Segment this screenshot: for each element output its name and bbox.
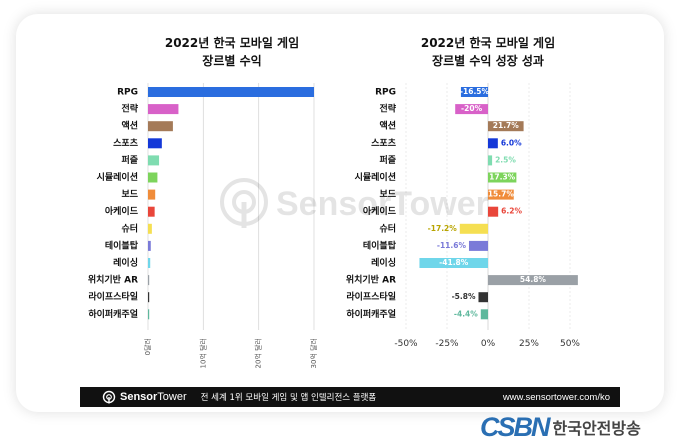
right-value-label: 21.7% xyxy=(493,121,520,130)
right-category-label: 아케이드 xyxy=(363,205,397,217)
left-bar xyxy=(148,172,158,183)
right-category-label: 테이블탑 xyxy=(363,239,397,251)
right-value-label: 6.0% xyxy=(501,138,522,147)
right-x-tick-label: 0% xyxy=(481,339,496,349)
right-x-tick-label: 50% xyxy=(560,339,580,349)
left-bar xyxy=(148,104,179,115)
left-chart: 2022년 한국 모바일 게임 장르별 수익 RPG 전략액션스포츠퍼즐시뮬레이션… xyxy=(88,35,318,368)
left-chart-title-line1: 2022년 한국 모바일 게임 xyxy=(165,35,299,50)
left-category-label: 위치기반 AR xyxy=(88,274,138,286)
brand-tower: Tower xyxy=(157,391,187,403)
right-bar xyxy=(468,240,488,251)
right-category-label: 액션 xyxy=(379,120,396,132)
right-value-label: -5.8% xyxy=(452,292,476,301)
left-x-tick-label: 20억 달러 xyxy=(254,338,263,368)
right-bar xyxy=(459,223,488,234)
right-bar xyxy=(488,206,499,217)
right-category-label: 슈터 xyxy=(379,222,396,234)
left-bar xyxy=(148,206,155,217)
left-category-label: 시뮬레이션 xyxy=(97,171,138,183)
right-value-label: -20% xyxy=(461,104,483,113)
footer-tagline: 전 세계 1위 모바일 게임 및 앱 인텔리전스 플랫폼 xyxy=(200,393,377,403)
left-category-label: 라이프스타일 xyxy=(88,291,138,303)
right-value-label: -41.8% xyxy=(439,258,469,267)
right-bar xyxy=(488,275,578,286)
right-category-label: 전략 xyxy=(379,103,396,115)
broadcaster-name: 한국안전방송 xyxy=(552,419,641,438)
right-value-label: -11.6% xyxy=(437,241,467,250)
right-category-label: 라이프스타일 xyxy=(346,291,396,303)
left-category-label: 스포츠 xyxy=(113,138,139,149)
right-category-label: RPG xyxy=(375,88,396,98)
right-x-tick-label: -50% xyxy=(394,339,418,349)
right-bar xyxy=(488,121,524,132)
right-chart-title-line1: 2022년 한국 모바일 게임 xyxy=(421,35,555,50)
right-value-label: 17.3% xyxy=(489,173,516,182)
right-chart: 2022년 한국 모바일 게임 장르별 수익 성장 성과 -16.5% -20% 2… xyxy=(346,35,581,349)
right-value-label: -17.2% xyxy=(428,224,458,233)
right-category-label: 스포츠 xyxy=(371,138,397,149)
footer-bar: Sensor Tower 전 세계 1위 모바일 게임 및 앱 인텔리전스 플랫폼… xyxy=(80,387,620,407)
right-category-label: 위치기반 AR xyxy=(346,274,396,286)
right-bar xyxy=(460,87,488,97)
right-category-label: 하이퍼캐주얼 xyxy=(346,308,396,320)
right-bar xyxy=(488,172,517,183)
left-category-label: 퍼즐 xyxy=(121,154,138,166)
right-x-tick-label: -25% xyxy=(435,339,459,349)
left-category-label: 하이퍼캐주얼 xyxy=(88,308,138,320)
right-value-label: 15.7% xyxy=(488,190,515,199)
left-category-label: 전략 xyxy=(121,103,138,115)
left-bar xyxy=(148,138,162,149)
right-category-label: 퍼즐 xyxy=(379,154,396,166)
left-bar xyxy=(148,121,173,132)
right-bar xyxy=(488,155,493,166)
csbn-mark: CSBN xyxy=(480,411,551,442)
brand-sensor: Sensor xyxy=(120,391,158,403)
right-value-label: 6.2% xyxy=(501,207,522,216)
left-bar xyxy=(148,292,150,303)
right-bar xyxy=(488,189,514,200)
left-bar xyxy=(148,309,150,320)
left-bar xyxy=(148,258,151,268)
left-x-tick-label: 10억 달러 xyxy=(198,338,207,368)
left-x-tick-label: 0달러 xyxy=(143,338,152,355)
left-category-label: 액션 xyxy=(121,120,138,132)
right-category-label: 시뮬레이션 xyxy=(355,171,396,183)
left-x-tick-label: 30억 달러 xyxy=(309,338,318,368)
right-bar xyxy=(478,292,488,303)
left-category-label: 슈터 xyxy=(121,222,138,234)
right-category-label: 보드 xyxy=(379,189,396,200)
right-bar xyxy=(488,138,498,149)
right-value-label: 2.5% xyxy=(495,155,516,164)
right-bar xyxy=(419,258,488,268)
broadcaster-logo: CSBN 한국안전방송 xyxy=(480,411,641,443)
right-bar xyxy=(455,104,488,115)
right-chart-title-line2: 장르별 수익 성장 성과 xyxy=(432,53,544,68)
right-value-label: -4.4% xyxy=(454,309,478,318)
left-bar xyxy=(148,87,314,97)
left-bar xyxy=(148,155,160,166)
right-bar xyxy=(480,309,488,320)
left-category-label: 레이싱 xyxy=(113,257,138,269)
sensortower-logo-icon xyxy=(102,390,116,404)
left-chart-title-line2: 장르별 수익 xyxy=(202,53,261,68)
left-category-label: RPG xyxy=(117,88,138,98)
right-value-label: 54.8% xyxy=(520,275,547,284)
right-value-label: -16.5% xyxy=(460,87,490,96)
chart-card xyxy=(16,14,664,412)
left-bar xyxy=(148,275,150,286)
left-category-label: 테이블탑 xyxy=(105,239,139,251)
footer-url[interactable]: www.sensortower.com/ko xyxy=(502,391,610,403)
left-category-label: 아케이드 xyxy=(105,205,139,217)
right-x-tick-label: 25% xyxy=(519,339,539,349)
left-category-label: 보드 xyxy=(121,189,138,200)
right-category-label: 레이싱 xyxy=(371,257,396,269)
left-bar xyxy=(148,240,151,251)
left-bar xyxy=(148,223,152,234)
left-bar xyxy=(148,189,156,200)
sensortower-logo: Sensor Tower xyxy=(102,390,187,404)
